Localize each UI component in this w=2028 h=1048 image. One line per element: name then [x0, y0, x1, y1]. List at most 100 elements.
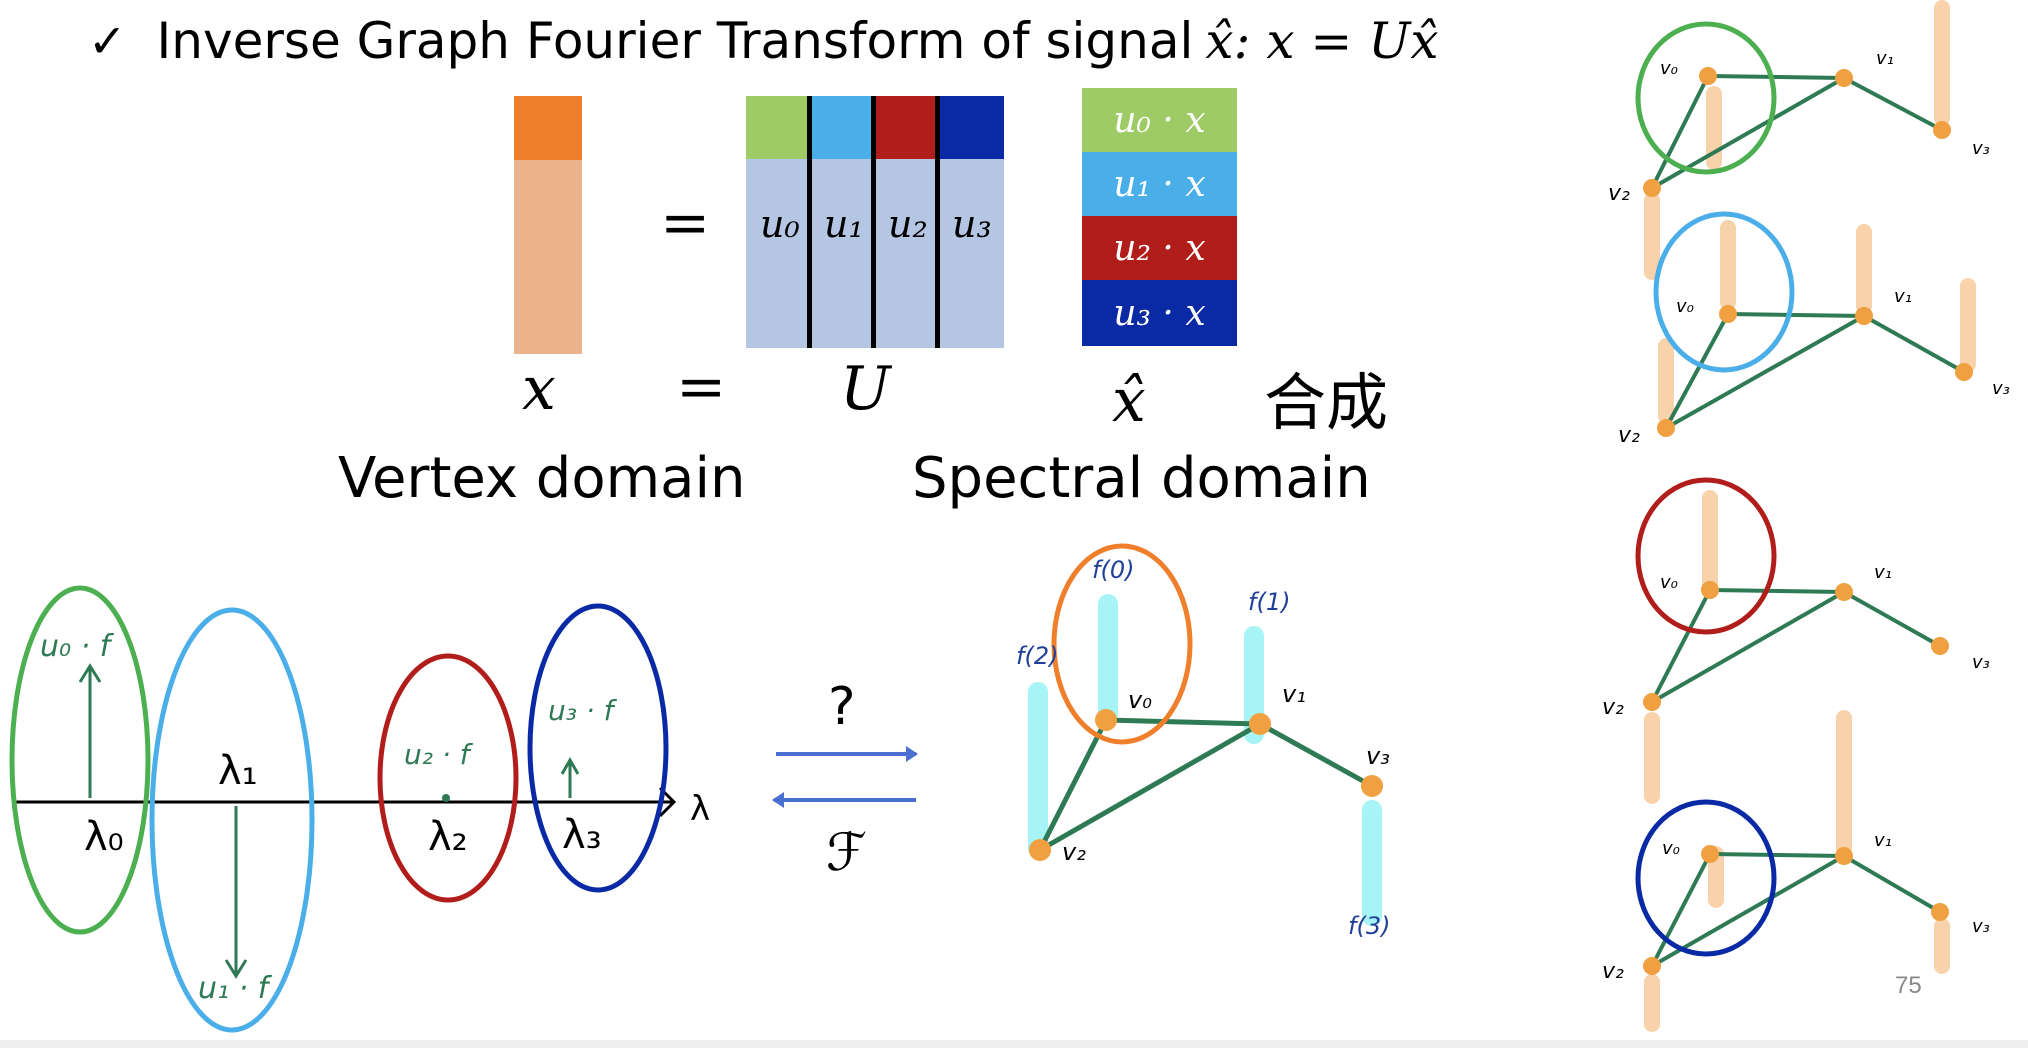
edge: [1665, 314, 1865, 430]
lambda0-label: λ₀: [84, 814, 124, 860]
inverse-arrowhead: [772, 792, 784, 808]
node: [1701, 845, 1719, 863]
basis-graph-u2: v₀ v₁ v₂ v₃: [1602, 477, 1990, 804]
vertex-label-v0: v₀: [1128, 686, 1152, 714]
edge: [1650, 75, 1710, 189]
node: [1699, 67, 1717, 85]
node-v0: [1095, 709, 1117, 731]
basis-u3-bar-v2: [1644, 974, 1660, 1032]
basis-u2-bar-v0: [1702, 490, 1718, 592]
basis-u2-circle: [1635, 477, 1777, 635]
vertex-label: v₂: [1618, 423, 1640, 448]
basis-u1-bar-v3: [1960, 278, 1976, 372]
basis-u3-circle: [1635, 799, 1777, 957]
transform-question-mark: ?: [828, 677, 856, 737]
node: [1643, 957, 1661, 975]
x-vector: [514, 96, 582, 354]
vertex-label: v₃: [1972, 138, 1990, 159]
node-v3: [1361, 775, 1383, 797]
basis-graph-u3: v₀ v₁ v₂ v₃: [1602, 710, 1990, 1032]
title-formula: x̂: x = Ux̂: [1205, 12, 1439, 70]
node: [1955, 363, 1973, 381]
forward-arrowhead: [906, 746, 918, 762]
u-col2-label: u₂: [888, 202, 928, 246]
proj0-label: u₀ · f: [40, 629, 115, 664]
u-col1-header: [809, 96, 873, 159]
equals-sign-upper: =: [660, 188, 711, 258]
x-vector-body: [514, 160, 582, 354]
transform-arrows: ? ℱ: [772, 677, 918, 883]
synthesis-label: 合成: [1264, 366, 1389, 439]
spectrum-cell-3: u₃ · x: [1082, 280, 1237, 346]
u-col0-label: u₀: [760, 202, 800, 246]
proj1-label: u₁ · f: [198, 971, 273, 1006]
edge-v1-v3: [1258, 721, 1374, 789]
basis-u2-bar-v2: [1644, 712, 1660, 804]
u-col3-header: [937, 96, 1004, 159]
vertex-label: v₀: [1676, 296, 1694, 317]
basis-u1-bar-v2: [1658, 338, 1674, 424]
signal-bar-f0: [1098, 594, 1118, 724]
node-v1: [1249, 713, 1271, 735]
lambda2-circle: [377, 653, 519, 903]
vertex-label: v₃: [1972, 652, 1990, 673]
vertex-label: v₁: [1874, 562, 1892, 583]
vertex-label: v₁: [1894, 286, 1912, 307]
basis-u3-bar-v3: [1934, 918, 1950, 974]
vertex-label: v₁: [1874, 830, 1892, 851]
vertex-label: v₂: [1608, 181, 1630, 206]
vertex-label: v₀: [1662, 838, 1680, 859]
basis-u1-bar-v0: [1720, 220, 1736, 310]
vertex-label-v1: v₁: [1282, 680, 1306, 708]
signal-label-f1: f(1): [1248, 588, 1290, 616]
edge: [1843, 590, 1941, 648]
node: [1931, 903, 1949, 921]
vertex-label-v3: v₃: [1366, 742, 1390, 770]
u-col-divider-1: [807, 96, 812, 348]
vertex-label: v₃: [1972, 916, 1990, 937]
spectral-domain-label: Spectral domain: [912, 446, 1371, 511]
node: [1657, 419, 1675, 437]
u-label: U: [840, 354, 891, 424]
node: [1835, 69, 1853, 87]
basis-u1-bar-v1: [1856, 224, 1872, 314]
page-number: 75: [1895, 972, 1922, 999]
vertex-label: v₂: [1602, 959, 1624, 984]
u-matrix: u₀ u₁ u₂ u₃: [746, 96, 1004, 348]
spectrum-cell-2: u₂ · x: [1082, 216, 1237, 280]
edge: [1707, 74, 1845, 80]
vertex-domain-label: Vertex domain: [338, 446, 746, 511]
lambda1-label: λ₁: [218, 748, 258, 794]
equals-sign-lower: =: [676, 352, 727, 422]
spectrum-plot: λ u₀ · f u₁ · f u₂ · f u₃ · f λ₀ λ₁ λ₂ λ…: [9, 585, 710, 1033]
x-hat-label: x̂: [1112, 366, 1146, 436]
x-vector-top: [514, 96, 582, 160]
node: [1835, 583, 1853, 601]
spectrum-vector: u₀ · x u₁ · x u₂ · x u₃ · x: [1082, 88, 1237, 346]
fourier-symbol: ℱ: [826, 823, 867, 883]
lambda1-circle: [149, 607, 315, 1033]
node: [1719, 305, 1737, 323]
check-icon: ✓: [88, 14, 127, 68]
proj1-arrowhead: [224, 959, 248, 979]
u-col-divider-3: [935, 96, 940, 348]
edge: [1863, 314, 1965, 374]
edge: [1650, 589, 1712, 703]
edge-v0-v1: [1105, 717, 1261, 727]
vertex-graph: v₀ v₁ v₂ v₃ f(0) f(1) f(2) f(3): [1016, 543, 1390, 940]
edge: [1650, 853, 1712, 967]
vertex-label: v₂: [1602, 695, 1624, 720]
edge-v2-v1: [1038, 721, 1262, 853]
basis-graph-u1: v₀ v₁ v₂ v₃: [1618, 211, 2010, 448]
node: [1701, 581, 1719, 599]
proj3-arrowhead: [560, 756, 580, 775]
node: [1933, 121, 1951, 139]
node: [1931, 637, 1949, 655]
edge: [1709, 588, 1845, 594]
edge: [1842, 854, 1942, 914]
slide-title: ✓ Inverse Graph Fourier Transform of sig…: [88, 4, 1439, 78]
v0-highlight-circle: [1051, 543, 1193, 745]
basis-u3-bar-v1: [1836, 710, 1852, 856]
node: [1643, 693, 1661, 711]
edge: [1843, 76, 1943, 132]
